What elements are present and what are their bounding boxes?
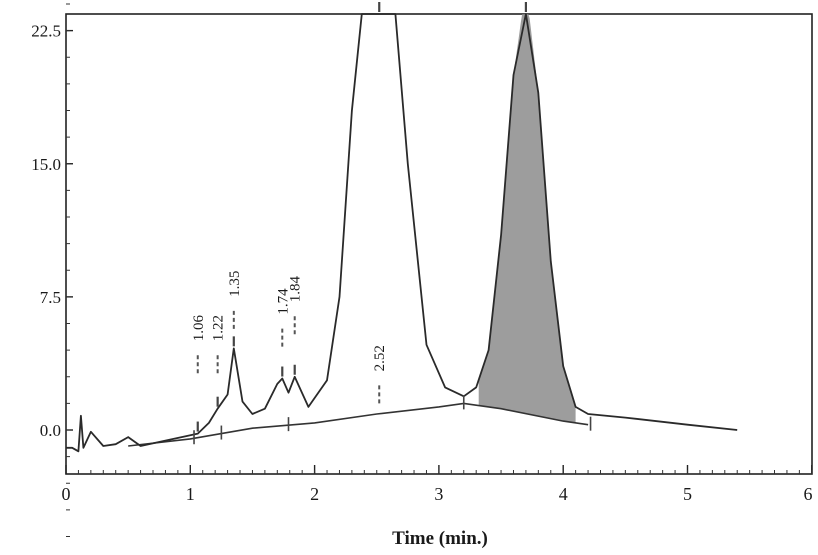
peak-label: 1.35 xyxy=(227,271,243,297)
shaded-peak-area xyxy=(478,14,576,423)
peak-label: 1.84 xyxy=(288,275,304,302)
x-tick-label: 6 xyxy=(804,484,813,504)
peak-label: 1.22 xyxy=(211,315,227,341)
x-axis-title: Time (min.) xyxy=(392,528,488,549)
peak-label: 2.52 xyxy=(372,345,388,371)
x-tick-label: 2 xyxy=(310,484,319,504)
x-tick-label: 3 xyxy=(434,484,443,504)
x-tick-label: 0 xyxy=(62,484,71,504)
y-tick-label: 0.0 xyxy=(40,421,61,440)
y-tick-label: 7.5 xyxy=(40,288,61,307)
x-tick-label: 1 xyxy=(186,484,195,504)
x-tick-label: 4 xyxy=(559,484,568,504)
signal-trace xyxy=(66,13,738,453)
peak-label: 1.74 xyxy=(275,288,291,315)
peak-label: 1.06 xyxy=(191,315,207,342)
y-tick-label: 22.5 xyxy=(31,22,61,41)
x-tick-label: 5 xyxy=(683,484,692,504)
plot-frame xyxy=(65,13,813,475)
y-tick-label: 15.0 xyxy=(31,155,61,174)
